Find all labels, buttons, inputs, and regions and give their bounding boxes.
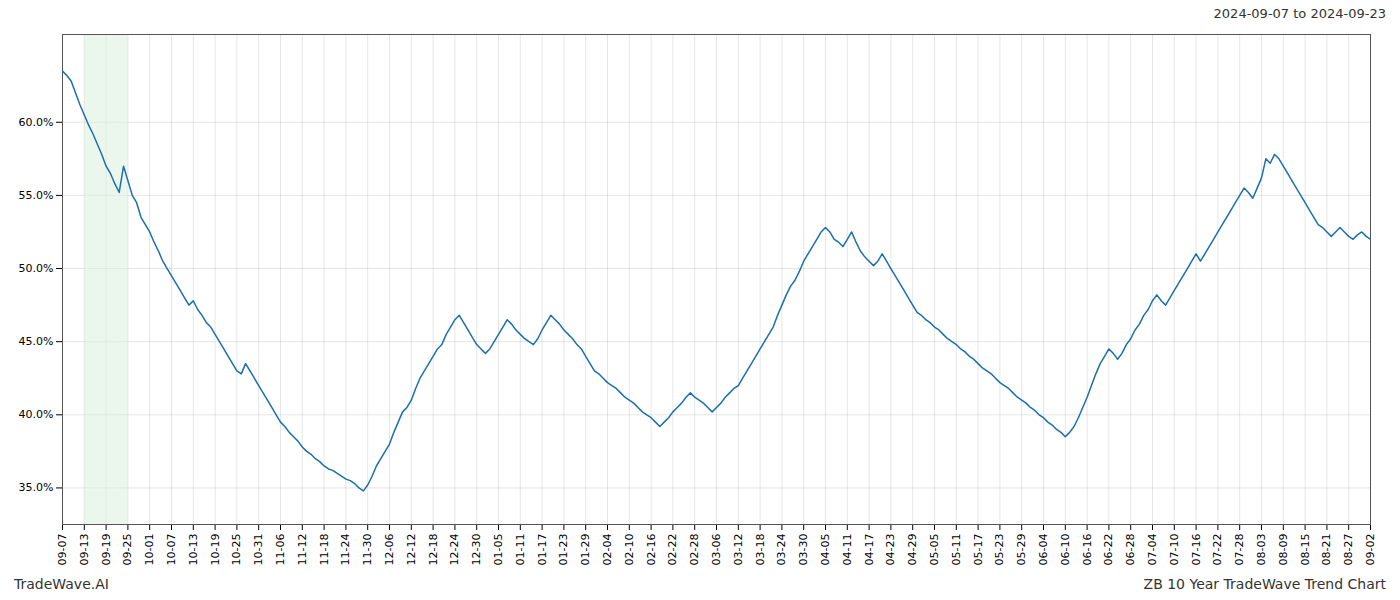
svg-text:03-12: 03-12 [732, 534, 745, 566]
svg-text:10-01: 10-01 [143, 534, 156, 566]
svg-text:01-29: 01-29 [579, 534, 592, 566]
svg-text:05-05: 05-05 [928, 534, 941, 566]
svg-text:09-13: 09-13 [78, 534, 91, 566]
svg-text:06-22: 06-22 [1102, 534, 1115, 566]
svg-text:08-27: 08-27 [1342, 534, 1355, 566]
svg-text:07-16: 07-16 [1190, 534, 1203, 566]
svg-text:12-24: 12-24 [448, 534, 461, 566]
svg-text:07-22: 07-22 [1211, 534, 1224, 566]
svg-text:05-17: 05-17 [972, 534, 985, 566]
svg-text:10-31: 10-31 [252, 534, 265, 566]
svg-text:04-29: 04-29 [906, 534, 919, 566]
svg-text:06-28: 06-28 [1124, 534, 1137, 566]
svg-text:07-10: 07-10 [1168, 534, 1181, 566]
svg-text:11-30: 11-30 [361, 534, 374, 566]
svg-text:03-18: 03-18 [754, 534, 767, 566]
svg-text:55.0%: 55.0% [19, 189, 54, 202]
svg-text:01-17: 01-17 [536, 534, 549, 566]
svg-text:11-06: 11-06 [274, 534, 287, 566]
svg-text:60.0%: 60.0% [19, 116, 54, 129]
svg-text:10-07: 10-07 [165, 534, 178, 566]
svg-text:10-25: 10-25 [230, 534, 243, 566]
html-text:TradeWave.AI: TradeWave.AI [14, 576, 109, 592]
html-text:ZB 10 Year TradeWave Trend Cha: ZB 10 Year TradeWave Trend Chart [1143, 576, 1386, 592]
svg-text:08-21: 08-21 [1320, 534, 1333, 566]
svg-text:09-02: 09-02 [1364, 534, 1377, 566]
svg-text:06-16: 06-16 [1081, 534, 1094, 566]
svg-text:03-30: 03-30 [797, 534, 810, 566]
svg-text:05-29: 05-29 [1015, 534, 1028, 566]
svg-text:04-05: 04-05 [819, 534, 832, 566]
svg-text:08-03: 08-03 [1255, 534, 1268, 566]
svg-text:02-28: 02-28 [688, 534, 701, 566]
svg-text:12-18: 12-18 [427, 534, 440, 566]
svg-text:03-06: 03-06 [710, 534, 723, 566]
svg-text:02-16: 02-16 [645, 534, 658, 566]
svg-text:02-10: 02-10 [623, 534, 636, 566]
svg-text:11-12: 11-12 [296, 534, 309, 566]
svg-text:12-30: 12-30 [470, 534, 483, 566]
svg-text:06-04: 06-04 [1037, 534, 1050, 566]
svg-text:45.0%: 45.0% [19, 335, 54, 348]
svg-text:01-11: 01-11 [514, 534, 527, 566]
svg-text:07-04: 07-04 [1146, 534, 1159, 566]
svg-text:06-10: 06-10 [1059, 534, 1072, 566]
svg-text:05-23: 05-23 [993, 534, 1006, 566]
svg-text:05-11: 05-11 [950, 534, 963, 566]
svg-text:09-07: 09-07 [56, 534, 69, 566]
svg-text:50.0%: 50.0% [19, 262, 54, 275]
svg-text:10-13: 10-13 [187, 534, 200, 566]
svg-text:07-28: 07-28 [1233, 534, 1246, 566]
svg-text:11-24: 11-24 [339, 534, 352, 566]
svg-text:10-19: 10-19 [209, 534, 222, 566]
svg-text:02-22: 02-22 [666, 534, 679, 566]
svg-text:11-18: 11-18 [318, 534, 331, 566]
svg-text:03-24: 03-24 [775, 534, 788, 566]
svg-text:08-15: 08-15 [1299, 534, 1312, 566]
svg-text:01-23: 01-23 [557, 534, 570, 566]
svg-text:04-23: 04-23 [884, 534, 897, 566]
svg-text:09-25: 09-25 [121, 534, 134, 566]
svg-text:01-05: 01-05 [492, 534, 505, 566]
svg-text:02-04: 02-04 [601, 534, 614, 566]
svg-text:04-17: 04-17 [863, 534, 876, 566]
svg-text:40.0%: 40.0% [19, 408, 54, 421]
svg-text:09-19: 09-19 [100, 534, 113, 566]
svg-text:35.0%: 35.0% [19, 481, 54, 494]
svg-text:12-06: 12-06 [383, 534, 396, 566]
html-text:2024-09-07 to 2024-09-23: 2024-09-07 to 2024-09-23 [1213, 6, 1386, 21]
svg-text:12-12: 12-12 [405, 534, 418, 566]
svg-text:08-09: 08-09 [1277, 534, 1290, 566]
svg-text:04-11: 04-11 [841, 534, 854, 566]
